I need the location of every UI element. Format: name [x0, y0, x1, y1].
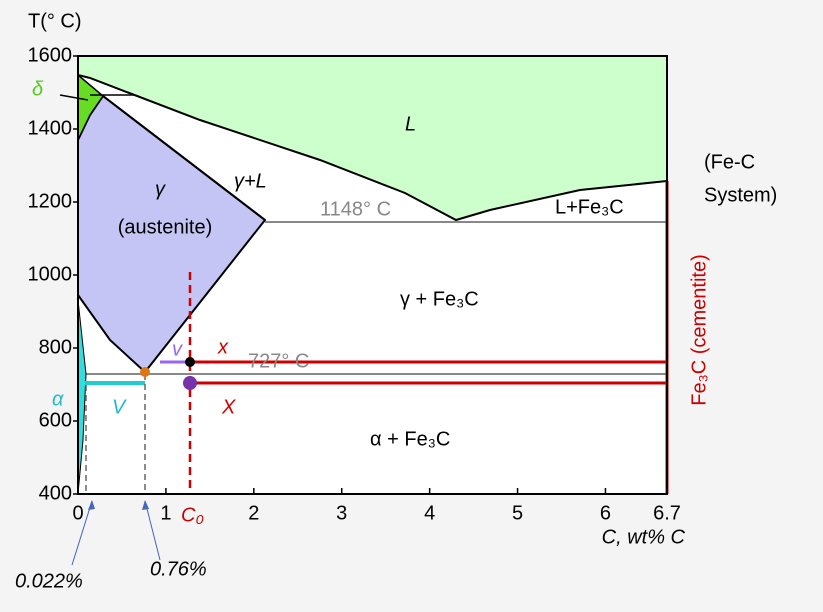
- point-x: [185, 357, 195, 367]
- x-tick-label: 6: [600, 502, 611, 524]
- label-liquid-fe3c: L+Fe₃C: [555, 196, 624, 218]
- system-line-1: (Fe-C: [704, 151, 755, 173]
- arrowhead: [88, 500, 95, 510]
- eutectoid-point: [140, 367, 150, 377]
- y-tick-label: 400: [39, 482, 72, 504]
- x-axis-label: C, wt% C: [602, 526, 686, 548]
- label-c0: C₀: [181, 504, 204, 526]
- label-liquid: L: [405, 113, 416, 135]
- y-tick-label: 1400: [28, 117, 73, 139]
- label-delta: δ: [32, 78, 44, 100]
- eutectoid-arrow: [144, 500, 161, 561]
- label-v-big: V: [112, 396, 127, 418]
- label-alpha: α: [52, 388, 64, 410]
- label-eutectoid: 727° C: [248, 350, 309, 372]
- arrowhead: [142, 500, 149, 510]
- x-tick-label: 5: [512, 502, 523, 524]
- label-cementite: Fe₃C (cementite): [688, 254, 710, 406]
- label-gamma-liquid: γ+L: [234, 170, 267, 192]
- delta-arrow: [59, 94, 89, 101]
- x-tick-label: 0: [72, 502, 83, 524]
- label-v-small: v: [172, 338, 183, 360]
- x-tick-label: 2: [248, 502, 259, 524]
- x-tick-label: 1: [160, 502, 171, 524]
- label-eutectic: 1148° C: [320, 198, 391, 220]
- alpha-limit-arrow: [71, 500, 93, 566]
- y-tick-label: 800: [39, 336, 72, 358]
- ticks: 400 600 800 1000 1200 1400 1600 0 1 2 3 4 5 6 6.7: [28, 44, 681, 524]
- x-tick-label: 4: [424, 502, 435, 524]
- y-tick-label: 1600: [28, 44, 73, 66]
- label-eutectoid-comp: 0.76%: [150, 558, 207, 580]
- x-tick-label: 3: [336, 502, 347, 524]
- y-tick-label: 1200: [28, 190, 73, 212]
- system-line-2: System): [704, 184, 777, 206]
- label-x-big: X: [221, 396, 236, 418]
- y-tick-label: 1000: [28, 263, 73, 285]
- label-austenite: (austenite): [118, 216, 213, 238]
- label-alpha-limit: 0.022%: [15, 570, 83, 592]
- label-x-small: x: [217, 336, 229, 358]
- x-tick-label: 6.7: [653, 502, 681, 524]
- solidus: [102, 95, 266, 221]
- label-alpha-fe3c: α + Fe₃C: [370, 428, 450, 450]
- y-axis-label: T(° C): [28, 10, 82, 32]
- y-tick-label: 600: [39, 409, 72, 431]
- label-gamma: γ: [155, 178, 166, 200]
- point-X: [183, 376, 197, 390]
- label-gamma-fe3c: γ + Fe₃C: [400, 288, 479, 310]
